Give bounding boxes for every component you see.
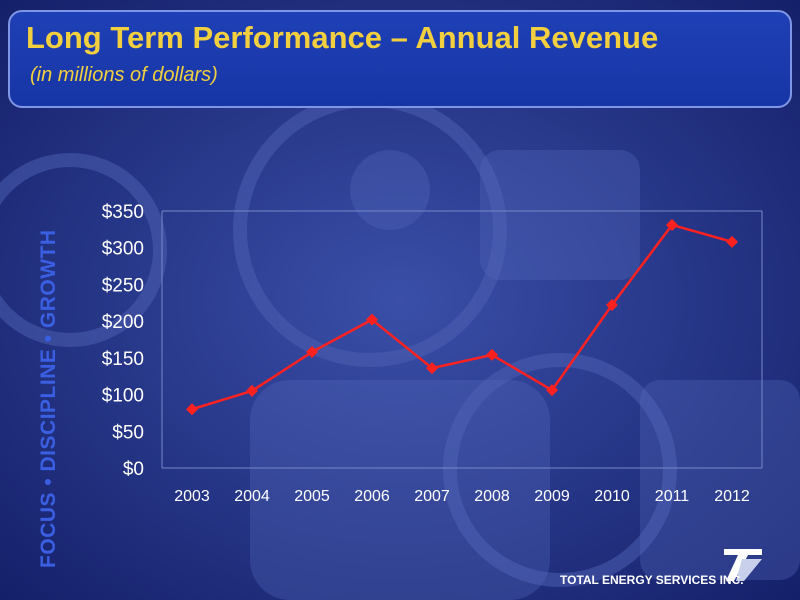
y-tick-label: $250 <box>102 275 144 296</box>
x-tick-label: 2003 <box>174 488 210 505</box>
y-tick-label: $100 <box>102 386 144 407</box>
y-tick-label: $50 <box>112 422 144 443</box>
x-tick-label: 2006 <box>354 488 390 505</box>
page-subtitle: (in millions of dollars) <box>30 64 218 86</box>
revenue-series-line <box>191 223 733 411</box>
company-logo-icon <box>724 549 762 581</box>
data-point-marker <box>486 348 498 361</box>
data-point-marker <box>546 384 558 397</box>
x-tick-label: 2009 <box>534 488 570 505</box>
data-point-marker <box>726 235 738 248</box>
data-point-marker <box>606 298 618 311</box>
page-title: Long Term Performance – Annual Revenue <box>26 20 659 55</box>
y-tick-label: $0 <box>123 459 144 480</box>
data-point-marker <box>246 384 258 397</box>
data-point-marker <box>666 218 678 231</box>
data-point-marker <box>306 345 318 358</box>
y-tick-label: $350 <box>102 202 144 223</box>
x-tick-label: 2005 <box>294 488 330 505</box>
y-tick-label: $200 <box>102 312 144 333</box>
x-tick-label: 2007 <box>414 488 450 505</box>
data-point-marker <box>426 362 438 375</box>
x-tick-label: 2004 <box>234 488 270 505</box>
y-tick-label: $150 <box>102 349 144 370</box>
title-banner <box>8 10 792 108</box>
x-tick-label: 2011 <box>655 488 690 505</box>
data-point-marker <box>186 403 198 416</box>
data-point-marker <box>366 313 378 326</box>
x-tick-label: 2012 <box>714 488 750 505</box>
x-tick-label: 2010 <box>594 488 630 505</box>
y-tick-label: $300 <box>102 239 144 260</box>
company-name: TOTAL ENERGY SERVICES INC. <box>560 573 744 587</box>
x-tick-label: 2008 <box>474 488 510 505</box>
